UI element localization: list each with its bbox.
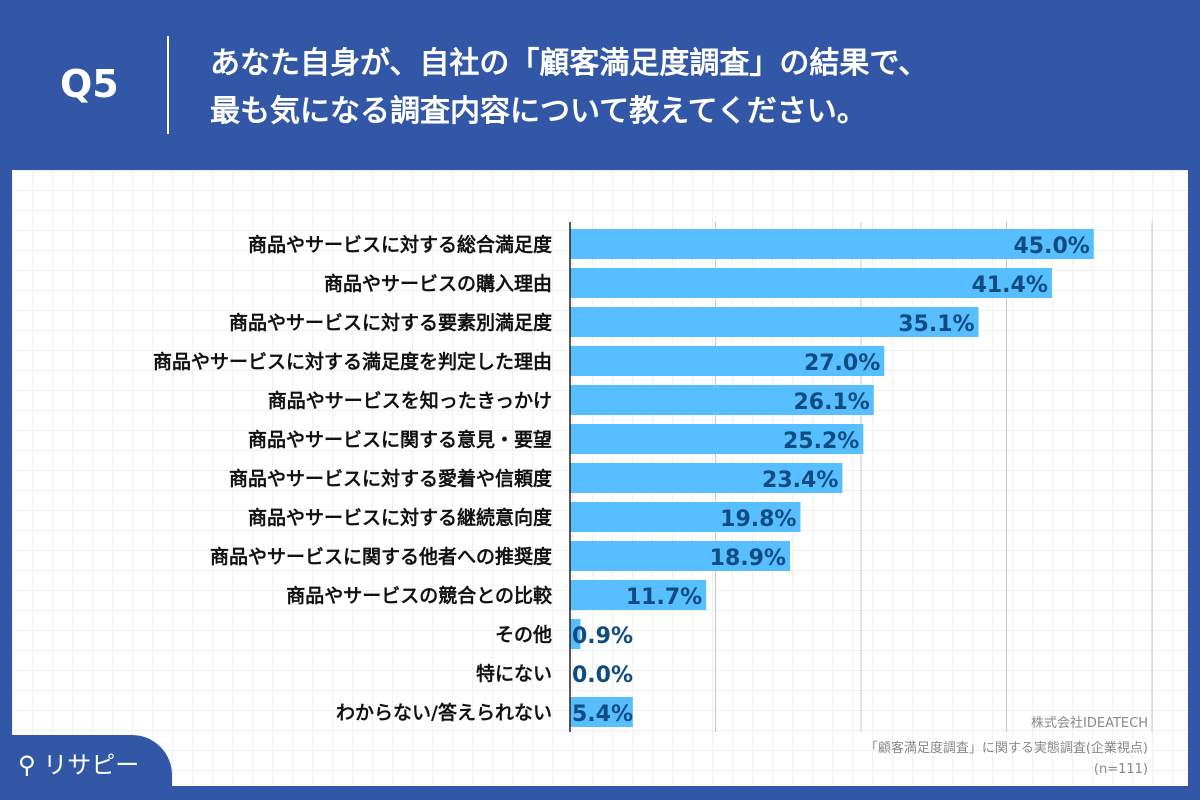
category-label: 商品やサービスに関する他者への推奨度 (210, 545, 553, 568)
bar (570, 346, 885, 376)
sample-note: (n=111) (1093, 762, 1148, 777)
title-line-2: 最も気になる調査内容について教えてください。 (210, 94, 867, 129)
value-label: 0.0% (572, 663, 633, 688)
bar (570, 424, 864, 454)
bar (570, 307, 979, 337)
bar (570, 229, 1094, 259)
value-label: 19.8% (720, 507, 796, 532)
question-title: あなた自身が、自社の「顧客満足度調査」の結果で、 最も気になる調査内容について教… (210, 40, 928, 136)
pin-icon: ⚲ (18, 751, 36, 779)
category-label: 商品やサービスに対する満足度を判定した理由 (153, 350, 552, 373)
category-label: 商品やサービスに対する愛着や信頼度 (229, 467, 553, 490)
value-label: 25.2% (783, 429, 859, 454)
category-label: 商品やサービスの競合との比較 (286, 584, 553, 607)
category-label: 商品やサービスの購入理由 (324, 272, 552, 295)
bar (570, 697, 633, 727)
bar (570, 385, 874, 415)
title-line-1: あなた自身が、自社の「顧客満足度調査」の結果で、 (210, 46, 929, 81)
value-label: 23.4% (762, 468, 838, 493)
value-label: 5.4% (572, 702, 633, 727)
category-label: わからない/答えられない (336, 701, 552, 724)
category-label: 特にない (476, 663, 552, 685)
category-label: 商品やサービスに関する意見・要望 (248, 428, 552, 451)
bar (570, 580, 707, 610)
category-label: 商品やサービスに対する要素別満足度 (229, 311, 553, 334)
bar (570, 502, 801, 532)
category-label: 商品やサービスを知ったきっかけ (268, 389, 552, 412)
category-label: 商品やサービスに対する総合満足度 (248, 233, 553, 256)
bar (570, 268, 1052, 298)
divider (167, 36, 169, 134)
category-label: 商品やサービスに対する継続意向度 (248, 506, 553, 529)
value-label: 18.9% (710, 546, 786, 571)
value-label: 26.1% (793, 390, 869, 415)
header: Q5 あなた自身が、自社の「顧客満足度調査」の結果で、 最も気になる調査内容につ… (0, 0, 1200, 170)
value-label: 45.0% (1013, 234, 1089, 259)
value-label: 0.9% (572, 624, 633, 649)
logo: ⚲ リサピー (0, 735, 172, 800)
bar (570, 463, 843, 493)
value-label: 11.7% (626, 585, 702, 610)
value-label: 41.4% (972, 273, 1048, 298)
question-number: Q5 (60, 62, 119, 106)
category-label: その他 (495, 623, 552, 646)
value-label: 35.1% (898, 312, 974, 337)
logo-text: リサピー (43, 751, 140, 779)
company-note: 株式会社IDEATECH (1031, 716, 1148, 731)
bar (570, 619, 581, 649)
survey-note: 「顧客満足度調査」に関する実態調査(企業視点) (864, 741, 1148, 756)
bar (570, 541, 790, 571)
value-label: 27.0% (804, 351, 880, 376)
